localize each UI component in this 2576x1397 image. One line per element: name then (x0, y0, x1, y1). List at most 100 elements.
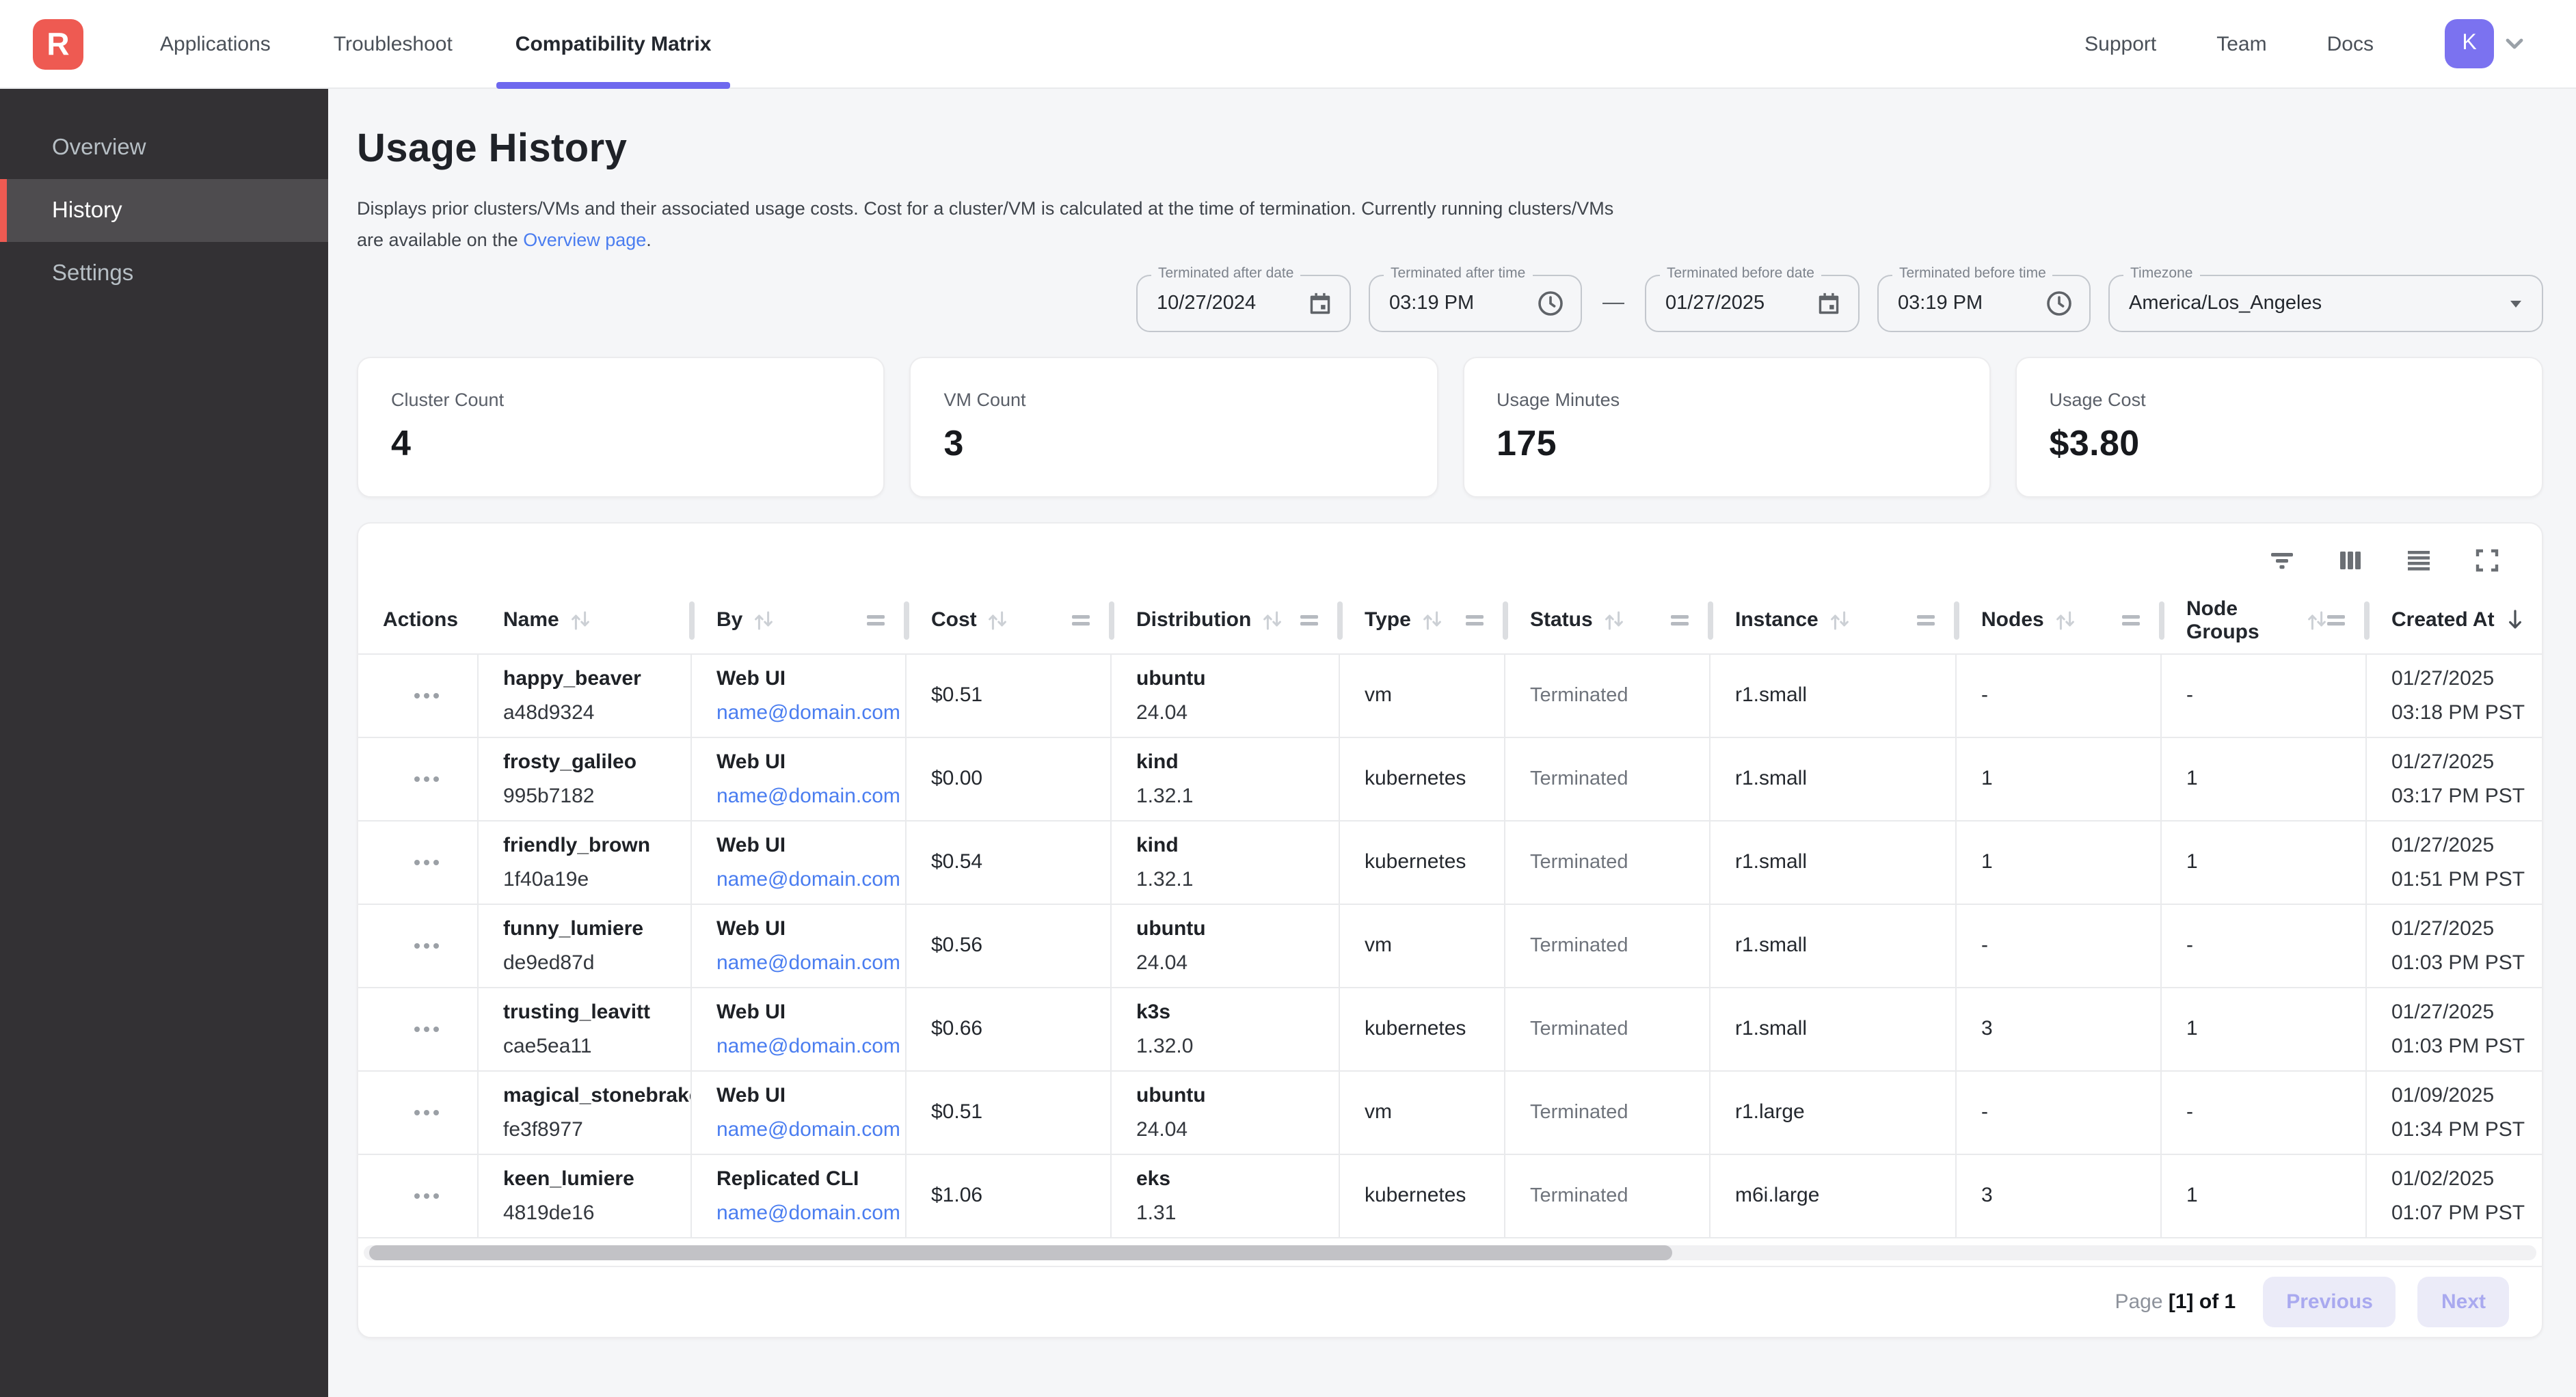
nav-tab-applications[interactable]: Applications (160, 0, 271, 89)
nav-tab-troubleshoot[interactable]: Troubleshoot (334, 0, 453, 89)
cell-actions (358, 1156, 479, 1238)
calendar-icon[interactable] (1816, 291, 1842, 317)
row-actions-button[interactable] (405, 852, 446, 874)
next-page-button[interactable]: Next (2418, 1277, 2509, 1328)
terminated-after-date-value[interactable]: 10/27/2024 (1157, 293, 1293, 315)
column-header-distribution[interactable]: Distribution (1112, 587, 1340, 654)
account-menu[interactable]: K (2445, 19, 2527, 68)
terminated-before-time-value[interactable]: 03:19 PM (1898, 293, 2032, 315)
row-actions-button[interactable] (405, 686, 446, 707)
by-email-link[interactable]: name@domain.com (716, 1197, 897, 1231)
instance-value: r1.small (1735, 850, 1947, 877)
name-primary: frosty_galileo (503, 746, 682, 780)
cell-nodes: 1 (1957, 822, 2162, 904)
nav-link-team[interactable]: Team (2216, 32, 2266, 55)
terminated-after-time-label: Terminated after time (1384, 266, 1532, 282)
row-actions-button[interactable] (405, 769, 446, 791)
terminated-before-date-field[interactable]: Terminated before date 01/27/2025 (1645, 275, 1860, 333)
created-date: 01/02/2025 (2391, 1163, 2536, 1197)
nav-link-docs[interactable]: Docs (2327, 32, 2374, 55)
scrollbar-thumb[interactable] (369, 1246, 1673, 1261)
terminated-before-date-value[interactable]: 01/27/2025 (1665, 293, 1802, 315)
name-secondary: 995b7182 (503, 780, 682, 814)
sidebar-item-settings[interactable]: Settings (0, 242, 328, 305)
table-row: magical_stonebrakerfe3f8977Web UIname@do… (358, 1072, 2542, 1156)
filter-icon[interactable] (2268, 547, 2296, 575)
column-header-instance[interactable]: Instance (1710, 587, 1957, 654)
column-label: By (716, 609, 742, 632)
terminated-after-time-value[interactable]: 03:19 PM (1389, 293, 1523, 315)
row-actions-button[interactable] (405, 1019, 446, 1041)
horizontal-scrollbar (358, 1239, 2542, 1266)
created-time: 01:51 PM PST (2391, 863, 2536, 897)
name-primary: friendly_brown (503, 829, 682, 863)
cell-node_groups: 1 (2162, 739, 2367, 821)
terminated-before-time-field[interactable]: Terminated before time 03:19 PM (1877, 275, 2091, 333)
by-email-link[interactable]: name@domain.com (716, 1113, 897, 1148)
cell-by: Web UIname@domain.com (692, 739, 907, 821)
by-email-link[interactable]: name@domain.com (716, 780, 897, 814)
by-source: Web UI (716, 912, 897, 947)
distribution-secondary: 24.04 (1136, 947, 1330, 981)
column-header-created_at[interactable]: Created At (2367, 587, 2545, 654)
by-email-link[interactable]: name@domain.com (716, 1030, 897, 1064)
overview-page-link[interactable]: Overview page (523, 229, 646, 249)
nav-tab-compatibility-matrix[interactable]: Compatibility Matrix (515, 0, 712, 89)
column-header-type[interactable]: Type (1340, 587, 1505, 654)
by-email-link[interactable]: name@domain.com (716, 863, 897, 897)
calendar-icon[interactable] (1307, 291, 1333, 317)
column-label: Instance (1735, 609, 1819, 632)
cell-nodes: 3 (1957, 1156, 2162, 1238)
density-icon[interactable] (2405, 547, 2432, 575)
by-email-link[interactable]: name@domain.com (716, 947, 897, 981)
cell-by: Replicated CLIname@domain.com (692, 1156, 907, 1238)
timezone-select[interactable]: Timezone America/Los_Angeles (2108, 275, 2543, 333)
terminated-after-time-field[interactable]: Terminated after time 03:19 PM (1369, 275, 1582, 333)
sidebar-item-history[interactable]: History (0, 179, 328, 242)
clock-icon[interactable] (2045, 290, 2073, 318)
created-date: 01/27/2025 (2391, 912, 2536, 947)
chevron-down-icon[interactable] (2502, 31, 2527, 56)
grid-rows: happy_beavera48d9324Web UIname@domain.co… (358, 655, 2542, 1239)
terminated-after-date-field[interactable]: Terminated after date 10/27/2024 (1136, 275, 1351, 333)
column-label: Actions (383, 609, 458, 632)
distribution-secondary: 1.32.1 (1136, 863, 1330, 897)
cell-cost: $0.51 (907, 655, 1112, 737)
avatar[interactable]: K (2445, 19, 2494, 68)
column-header-node_groups[interactable]: Node Groups (2162, 587, 2367, 654)
app-viewport: R Applications Troubleshoot Compatibilit… (0, 0, 2576, 1397)
cell-instance: r1.small (1710, 739, 1957, 821)
node_groups-value: 1 (2186, 766, 2357, 794)
status-value: Terminated (1530, 933, 1701, 960)
nav-link-support[interactable]: Support (2084, 32, 2156, 55)
stat-value: 3 (944, 423, 1404, 465)
scrollbar-track[interactable] (364, 1246, 2536, 1261)
column-header-by[interactable]: By (692, 587, 907, 654)
cell-status: Terminated (1505, 1156, 1710, 1238)
cell-name: friendly_brown1f40a19e (479, 822, 692, 904)
row-actions-button[interactable] (405, 1102, 446, 1124)
row-actions-button[interactable] (405, 1186, 446, 1208)
replicated-logo[interactable]: R (33, 18, 83, 69)
previous-page-button[interactable]: Previous (2263, 1277, 2396, 1328)
terminated-after-date-label: Terminated after date (1151, 266, 1300, 282)
by-email-link[interactable]: name@domain.com (716, 696, 897, 731)
dropdown-arrow-icon[interactable] (2506, 295, 2525, 314)
column-label: Type (1365, 609, 1411, 632)
columns-icon[interactable] (2337, 547, 2364, 575)
nodes-value: - (1981, 1100, 2152, 1127)
cell-node_groups: - (2162, 1072, 2367, 1154)
created-time: 01:03 PM PST (2391, 1030, 2536, 1064)
stat-card-vm-count: VM Count 3 (910, 357, 1438, 498)
row-actions-button[interactable] (405, 936, 446, 958)
column-header-name[interactable]: Name (479, 587, 692, 654)
sidebar-item-overview[interactable]: Overview (0, 116, 328, 179)
clock-icon[interactable] (1537, 290, 1564, 318)
column-header-status[interactable]: Status (1505, 587, 1710, 654)
fullscreen-icon[interactable] (2473, 547, 2501, 575)
stat-label: Usage Minutes (1497, 390, 1957, 411)
column-header-nodes[interactable]: Nodes (1957, 587, 2162, 654)
cell-name: trusting_leavittcae5ea11 (479, 989, 692, 1071)
timezone-value[interactable]: America/Los_Angeles (2129, 293, 2493, 315)
column-header-cost[interactable]: Cost (907, 587, 1112, 654)
